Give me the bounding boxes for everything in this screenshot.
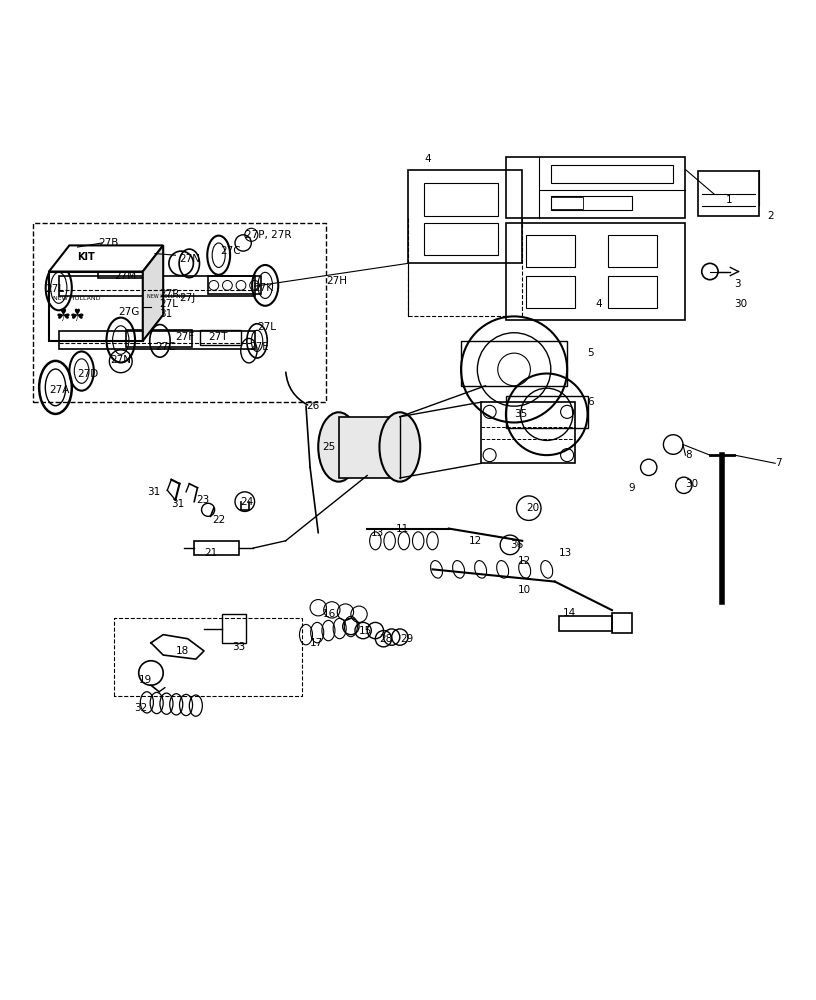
- Bar: [698, 171, 759, 216]
- Text: 19: 19: [139, 675, 152, 685]
- Text: 1: 1: [726, 195, 733, 205]
- Text: 18: 18: [175, 646, 188, 656]
- Text: 9: 9: [628, 483, 635, 493]
- Text: 24: 24: [241, 497, 254, 507]
- Text: 33: 33: [233, 642, 246, 652]
- Text: 28: 28: [379, 634, 392, 644]
- Text: 27L: 27L: [45, 284, 64, 294]
- Text: 29: 29: [400, 634, 413, 644]
- Text: 21: 21: [204, 548, 217, 558]
- Text: 11: 11: [396, 524, 409, 534]
- Bar: [551, 196, 632, 210]
- Bar: [424, 183, 498, 216]
- Ellipse shape: [318, 412, 359, 482]
- Bar: [424, 223, 498, 255]
- Bar: [506, 396, 588, 428]
- Bar: [59, 276, 255, 296]
- Bar: [506, 223, 685, 320]
- Text: NEW HOLLAND: NEW HOLLAND: [147, 294, 184, 299]
- Text: 27N: 27N: [180, 254, 201, 264]
- Text: 2: 2: [767, 211, 774, 221]
- Text: 14: 14: [563, 608, 576, 618]
- Polygon shape: [143, 245, 163, 341]
- Text: 13: 13: [559, 548, 572, 558]
- Bar: [461, 341, 567, 386]
- Text: 22: 22: [212, 515, 225, 525]
- Text: 3: 3: [734, 279, 741, 289]
- Text: 27C: 27C: [220, 246, 241, 256]
- Bar: [612, 613, 632, 633]
- Text: 27H: 27H: [326, 276, 348, 286]
- Text: 27D: 27D: [78, 369, 99, 379]
- Text: ☘☘: ☘☘: [55, 307, 85, 325]
- Bar: [608, 276, 657, 308]
- Bar: [208, 276, 261, 294]
- Text: 27G: 27G: [118, 307, 140, 317]
- Text: 16: 16: [322, 609, 335, 619]
- Text: 27N: 27N: [110, 355, 131, 365]
- Bar: [339, 417, 400, 478]
- Bar: [126, 330, 192, 347]
- Polygon shape: [49, 245, 163, 272]
- Text: 27P, 27R: 27P, 27R: [245, 230, 291, 240]
- Text: 27R: 27R: [159, 289, 180, 299]
- Text: 15: 15: [359, 626, 372, 636]
- Bar: [59, 331, 255, 349]
- Bar: [526, 276, 575, 308]
- Text: 17: 17: [310, 638, 323, 648]
- Bar: [551, 165, 673, 183]
- Text: NEW HOLLAND: NEW HOLLAND: [53, 296, 100, 301]
- Text: 31: 31: [171, 499, 184, 509]
- Text: 35: 35: [514, 409, 527, 419]
- Bar: [481, 402, 575, 463]
- Text: 32: 32: [135, 703, 148, 713]
- Text: 27F: 27F: [175, 332, 194, 342]
- Text: 27L: 27L: [159, 299, 178, 309]
- Bar: [608, 235, 657, 267]
- Text: 26: 26: [306, 401, 319, 411]
- Text: 23: 23: [196, 495, 209, 505]
- Text: 27K: 27K: [253, 283, 273, 293]
- Ellipse shape: [379, 412, 420, 482]
- Text: 27B: 27B: [98, 238, 118, 248]
- Text: KIT: KIT: [78, 252, 95, 262]
- Text: 27J: 27J: [180, 293, 196, 303]
- Text: 25: 25: [322, 442, 335, 452]
- Text: 4: 4: [596, 299, 602, 309]
- Text: 6: 6: [588, 397, 594, 407]
- Text: 4: 4: [424, 154, 431, 164]
- Bar: [222, 614, 246, 643]
- Text: 8: 8: [685, 450, 692, 460]
- Text: 31: 31: [159, 309, 172, 319]
- Bar: [559, 616, 612, 631]
- Text: 20: 20: [526, 503, 539, 513]
- Text: 5: 5: [588, 348, 594, 358]
- Text: 27C: 27C: [155, 342, 175, 352]
- Bar: [194, 541, 239, 555]
- Text: 30: 30: [734, 299, 747, 309]
- Bar: [49, 272, 143, 341]
- Bar: [200, 330, 241, 345]
- Text: 36: 36: [510, 540, 523, 550]
- Bar: [408, 170, 522, 263]
- Text: 30: 30: [685, 479, 698, 489]
- Bar: [506, 157, 685, 218]
- Text: 10: 10: [518, 585, 531, 595]
- Text: 27A: 27A: [49, 385, 69, 395]
- Text: 27T: 27T: [208, 332, 228, 342]
- Bar: [526, 235, 575, 267]
- Bar: [98, 262, 151, 278]
- Bar: [551, 197, 583, 209]
- Text: 7: 7: [775, 458, 782, 468]
- Text: 12: 12: [469, 536, 482, 546]
- Text: 27E: 27E: [249, 342, 268, 352]
- Text: 27M: 27M: [114, 271, 136, 281]
- Text: 31: 31: [147, 487, 160, 497]
- Text: 27L: 27L: [257, 322, 276, 332]
- Text: 12: 12: [518, 556, 531, 566]
- Text: 13: 13: [371, 528, 384, 538]
